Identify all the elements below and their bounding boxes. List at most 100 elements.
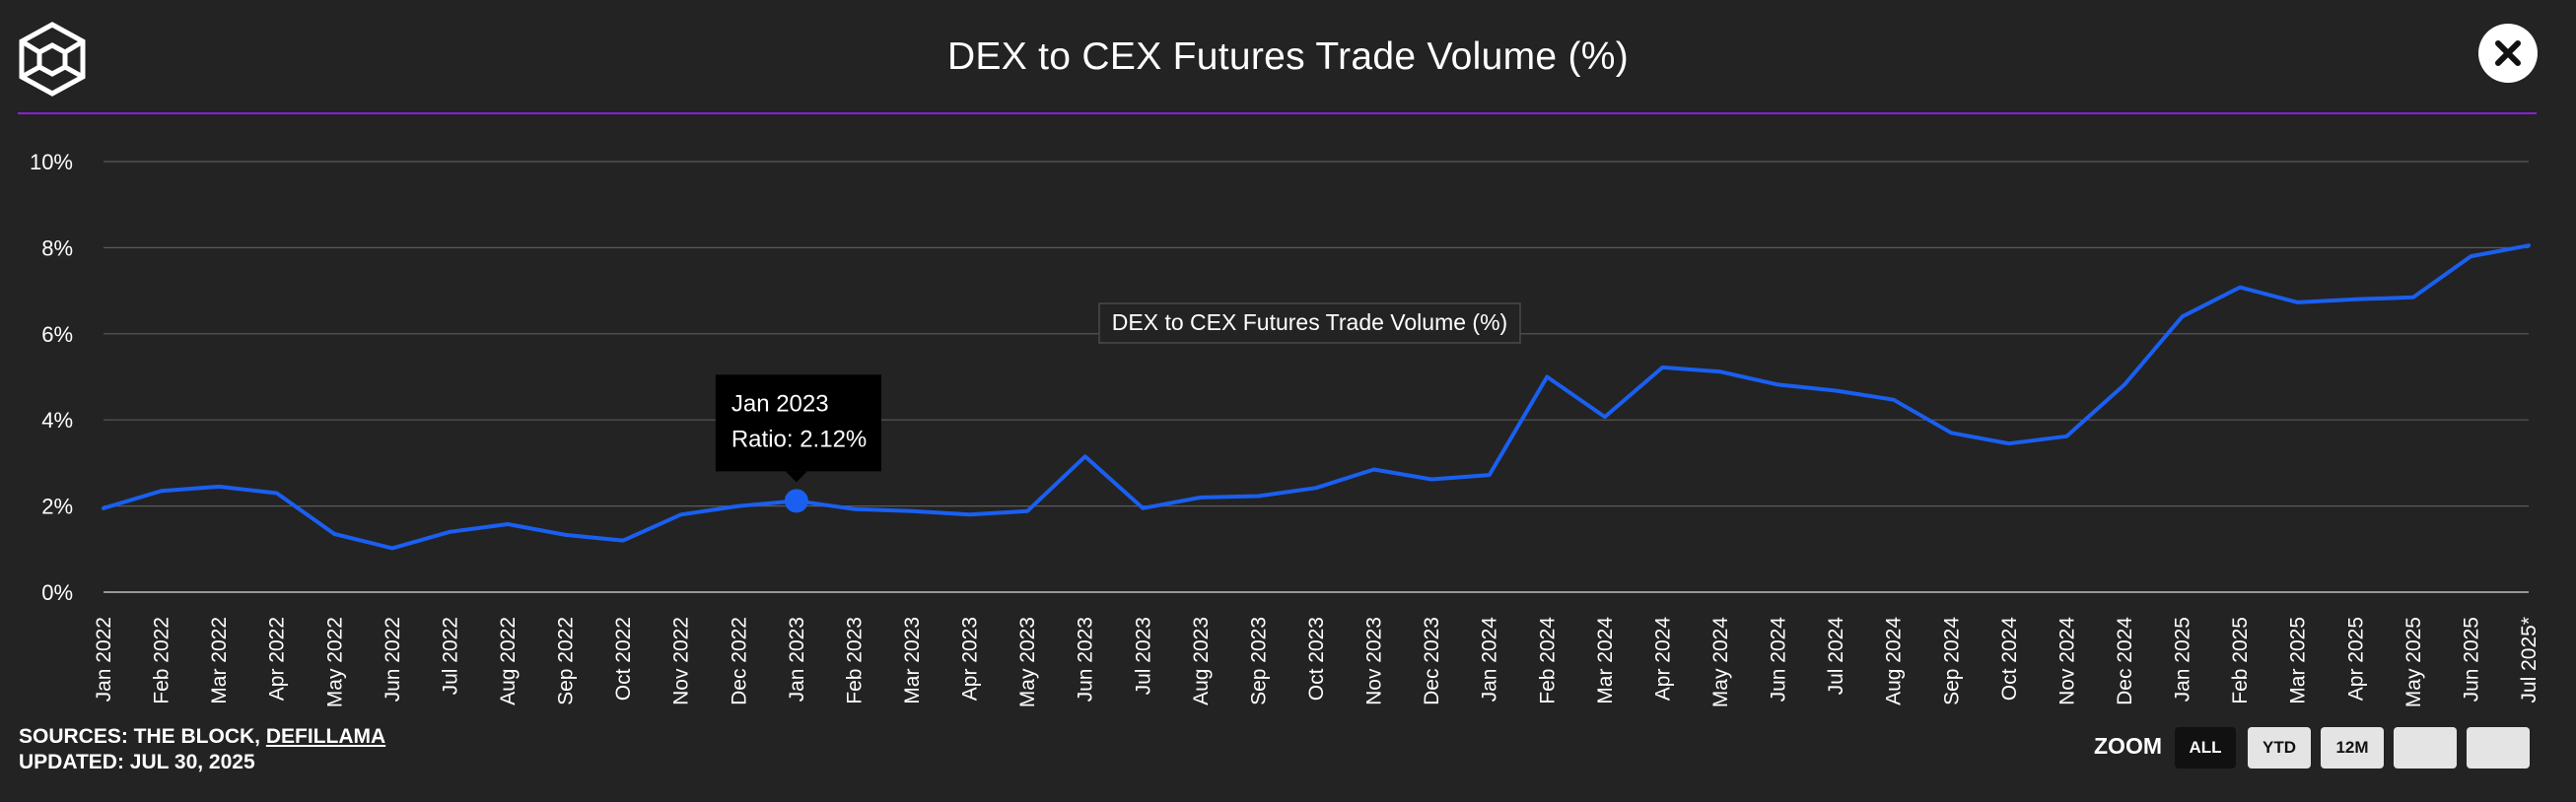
data-point[interactable] xyxy=(1714,366,1726,377)
x-tick-label: Oct 2024 xyxy=(1998,617,2021,702)
data-point[interactable] xyxy=(906,505,918,517)
data-point[interactable] xyxy=(964,508,976,520)
x-tick-label: Apr 2024 xyxy=(1651,617,1674,702)
sources-text: SOURCES: THE BLOCK, xyxy=(19,725,266,748)
x-tick-label: Feb 2022 xyxy=(151,617,174,704)
footer: SOURCES: THE BLOCK, DEFILLAMA UPDATED: J… xyxy=(19,724,385,775)
y-tick-label: 10% xyxy=(30,150,73,174)
y-tick-label: 8% xyxy=(41,235,73,260)
data-point[interactable] xyxy=(1368,463,1380,475)
data-point[interactable] xyxy=(1484,469,1496,481)
data-point[interactable] xyxy=(1137,502,1149,514)
data-point[interactable] xyxy=(848,503,860,515)
zoom-ytd-button[interactable]: YTD xyxy=(2248,727,2311,769)
data-point[interactable] xyxy=(1021,505,1033,517)
x-tick-label: Mar 2025 xyxy=(2287,617,2310,704)
data-point[interactable] xyxy=(1656,362,1668,373)
tooltip-box xyxy=(715,374,881,472)
close-icon xyxy=(2495,40,2521,66)
x-tick-label: May 2025 xyxy=(2402,617,2425,707)
data-point[interactable] xyxy=(213,481,225,493)
zoom-12m-button[interactable]: 12M xyxy=(2321,727,2384,769)
data-point[interactable] xyxy=(1079,450,1091,462)
data-point[interactable] xyxy=(2119,378,2130,390)
zoom-blank-button-2[interactable] xyxy=(2467,727,2530,769)
data-point[interactable] xyxy=(1599,411,1611,423)
data-point[interactable] xyxy=(502,518,514,530)
x-tick-label: Apr 2023 xyxy=(959,617,982,701)
data-point[interactable] xyxy=(386,542,398,554)
y-tick-label: 4% xyxy=(41,408,73,433)
x-tick-label: May 2024 xyxy=(1709,617,1732,708)
x-tick-label: Nov 2024 xyxy=(2055,617,2078,705)
x-tick-label: Jun 2025 xyxy=(2460,617,2482,702)
x-tick-label: Oct 2023 xyxy=(1305,617,1328,701)
data-point[interactable] xyxy=(271,487,283,499)
data-point[interactable] xyxy=(1541,371,1553,383)
the-block-logo-icon xyxy=(19,22,86,97)
x-tick-label: Jul 2023 xyxy=(1132,617,1154,695)
data-point[interactable] xyxy=(1945,427,1957,438)
data-point[interactable] xyxy=(328,528,340,540)
data-point[interactable] xyxy=(1888,394,1900,406)
data-point[interactable] xyxy=(732,501,744,512)
x-tick-label: Jul 2022 xyxy=(439,617,461,695)
x-tick-label: Jun 2022 xyxy=(382,617,404,702)
x-tick-label: Apr 2025 xyxy=(2344,617,2367,701)
x-tick-label: Jan 2022 xyxy=(93,617,115,702)
y-tick-label: 2% xyxy=(41,495,73,519)
data-point[interactable] xyxy=(1773,378,1784,390)
highlighted-data-point[interactable] xyxy=(784,489,808,513)
data-point[interactable] xyxy=(560,529,572,541)
x-tick-label: Feb 2023 xyxy=(843,617,866,704)
zoom-blank-button-1[interactable] xyxy=(2394,727,2457,769)
data-point[interactable] xyxy=(1426,474,1437,486)
x-tick-label: Nov 2023 xyxy=(1363,617,1386,705)
data-point[interactable] xyxy=(617,535,629,547)
data-point[interactable] xyxy=(2465,250,2476,262)
x-tick-label: Sep 2023 xyxy=(1247,617,1270,705)
x-tick-label: Jul 2025* xyxy=(2518,617,2541,703)
y-tick-label: 0% xyxy=(41,580,73,605)
data-point[interactable] xyxy=(1195,492,1207,503)
tooltip-date: Jan 2023 xyxy=(731,390,829,417)
x-tick-label: Jan 2023 xyxy=(786,617,808,702)
x-tick-label: Jul 2024 xyxy=(1825,617,1847,696)
x-tick-label: Oct 2022 xyxy=(612,617,635,701)
data-point[interactable] xyxy=(98,502,109,514)
zoom-label: ZOOM xyxy=(2094,733,2162,759)
x-tick-label: Apr 2022 xyxy=(266,617,289,701)
data-point[interactable] xyxy=(1252,491,1264,502)
x-tick-label: Aug 2023 xyxy=(1190,617,1213,705)
x-tick-label: Dec 2022 xyxy=(728,617,750,705)
data-point[interactable] xyxy=(2003,437,2015,449)
x-tick-label: Mar 2022 xyxy=(208,617,231,704)
x-tick-label: May 2023 xyxy=(1016,617,1039,707)
x-tick-label: Feb 2025 xyxy=(2229,617,2252,704)
x-tick-label: Dec 2024 xyxy=(2114,617,2136,705)
x-tick-label: Feb 2024 xyxy=(1536,617,1559,704)
data-point[interactable] xyxy=(2060,431,2072,442)
data-point[interactable] xyxy=(675,508,687,520)
data-point[interactable] xyxy=(2177,310,2189,322)
data-point[interactable] xyxy=(444,526,455,538)
x-tick-label: Sep 2024 xyxy=(1940,617,1963,705)
x-tick-label: Jan 2025 xyxy=(2172,617,2194,702)
header-divider xyxy=(18,112,2537,114)
x-tick-label: Nov 2022 xyxy=(670,617,693,705)
zoom-all-button[interactable]: ALL xyxy=(2175,727,2236,769)
data-point[interactable] xyxy=(2349,294,2361,305)
series-line-dex-cex-ratio xyxy=(102,243,2531,551)
data-point[interactable] xyxy=(2523,239,2535,251)
data-point[interactable] xyxy=(2407,292,2419,303)
data-point[interactable] xyxy=(156,485,168,497)
data-point[interactable] xyxy=(1830,384,1842,396)
defillama-link[interactable]: DEFILLAMA xyxy=(265,725,386,748)
x-tick-label: Aug 2022 xyxy=(497,617,520,705)
data-point[interactable] xyxy=(2292,297,2304,308)
x-tick-label: Jun 2023 xyxy=(1075,617,1097,702)
data-point[interactable] xyxy=(2234,282,2246,294)
data-point[interactable] xyxy=(1310,482,1322,494)
close-button[interactable] xyxy=(2478,24,2538,83)
